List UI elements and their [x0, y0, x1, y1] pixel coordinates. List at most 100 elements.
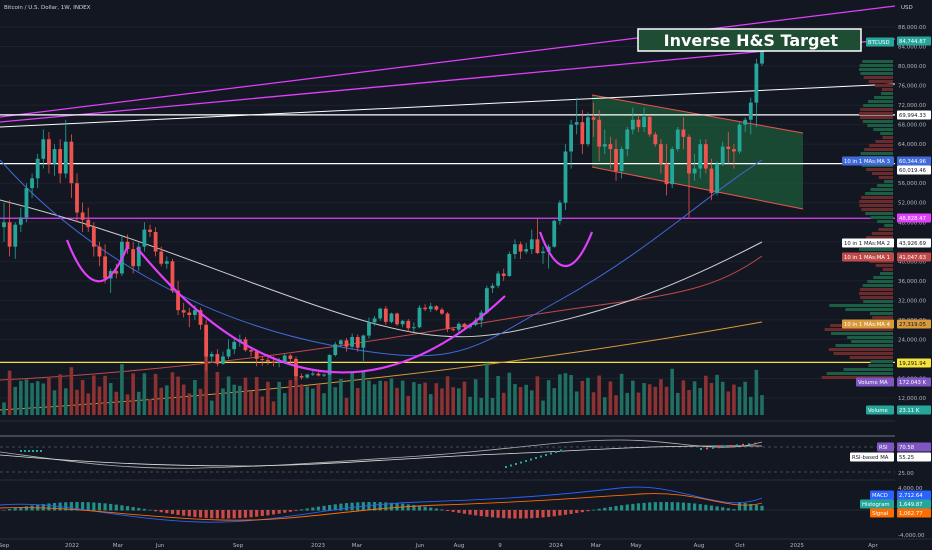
rsi-dot	[28, 450, 30, 452]
candle-body	[299, 376, 304, 378]
volume-bar	[417, 383, 422, 415]
volume-bar	[52, 390, 57, 415]
macd-histogram-bar	[642, 502, 646, 511]
volume-bar	[434, 383, 439, 415]
price-tag-bg	[842, 156, 894, 166]
candle-body	[288, 355, 293, 359]
macd-histogram-bar	[288, 510, 292, 512]
profile-bar	[877, 220, 893, 223]
price-tag-bg	[897, 405, 931, 415]
volume-bar	[754, 369, 759, 415]
price-tick: 72,000.00	[898, 103, 926, 109]
profile-bar	[859, 200, 893, 203]
price-tag-bg	[856, 377, 894, 387]
candle-body	[726, 146, 731, 150]
macd-histogram-bar	[608, 506, 612, 511]
profile-bar	[874, 96, 893, 99]
macd-histogram-bar	[148, 509, 152, 511]
volume-bar	[120, 364, 124, 415]
candle-body	[148, 229, 152, 233]
macd-histogram-bar	[569, 510, 573, 514]
rsi-dot	[560, 449, 562, 452]
candle-body	[294, 358, 298, 377]
time-axis[interactable]: Sep 2022 Mar Jun Sep 2023 Mar Jun Aug 9 2024 Mar May…	[0, 538, 932, 549]
candle-body	[569, 124, 573, 152]
volume-bar	[468, 396, 472, 415]
volume-bar	[704, 375, 708, 415]
profile-bar	[833, 352, 893, 355]
candle-body	[52, 149, 57, 164]
volume-bar	[344, 397, 349, 415]
ma4-line	[0, 321, 763, 411]
price-tag-bg	[897, 213, 931, 223]
candle-body	[630, 119, 635, 130]
candle-body	[535, 239, 540, 254]
volume-bar	[732, 384, 736, 415]
target-box[interactable]	[637, 28, 862, 52]
macd-histogram-bar	[316, 506, 321, 511]
profile-bar	[878, 228, 893, 231]
macd-tick: 4,000.00	[898, 486, 923, 492]
macd-line	[0, 486, 763, 523]
macd-histogram-bar	[159, 510, 163, 513]
target-annotation[interactable]: Inverse H&S Target	[637, 28, 862, 52]
volume-bar	[659, 379, 663, 415]
volume-bar	[238, 385, 242, 415]
rsi-dot	[730, 445, 732, 447]
profile-bar	[859, 116, 893, 119]
price-tag-text: 84,744.87	[899, 39, 926, 45]
price-tag-bg	[897, 252, 931, 262]
macd-histogram-bar	[384, 502, 388, 511]
profile-bar	[859, 64, 893, 67]
volume-bar	[614, 395, 618, 415]
candle-body	[434, 306, 439, 310]
left-shoulder-curve	[65, 239, 130, 283]
volume-bar	[473, 379, 478, 415]
volume-bar	[558, 374, 562, 415]
price-tag-text: 10 in 1 MAs:MA 2	[844, 241, 890, 247]
candle-body	[209, 354, 214, 357]
volume-bar	[625, 392, 630, 415]
macd-histogram-bar	[412, 505, 416, 511]
profile-bar	[881, 88, 893, 91]
volume-bar	[311, 388, 315, 415]
volume-bar	[642, 383, 646, 415]
price-axis[interactable]: 88,000.00 84,000.00 80,000.00 76,000.00 72,0…	[895, 0, 932, 550]
volume-bar	[288, 379, 293, 415]
rsi-dot	[742, 443, 744, 446]
profile-bar	[859, 292, 893, 295]
macd-histogram-bar	[518, 510, 523, 519]
rsi-dot	[712, 446, 714, 449]
profile-bar	[878, 176, 893, 179]
candle-body	[395, 313, 399, 325]
candle-body	[698, 144, 703, 169]
volume-bar	[367, 380, 371, 415]
volume-bar	[524, 384, 528, 415]
candle-body	[557, 202, 562, 221]
candle-body	[715, 163, 719, 193]
macd-histogram-bar	[676, 502, 680, 511]
price-tag-text: 10 in 1 MAs:MA 1	[844, 255, 890, 261]
volume-bar	[675, 392, 680, 415]
macd-histogram-bar	[131, 507, 135, 511]
price-tag-text: Signal	[872, 511, 888, 517]
volume-bar	[181, 384, 186, 415]
candle-body	[142, 229, 147, 247]
macd-histogram-bar	[490, 510, 495, 518]
candle-body	[13, 224, 18, 247]
price-tag-text: 2,712.64	[899, 493, 923, 499]
price-tag-text: 60,019.46	[899, 168, 927, 174]
macd-histogram-bar	[243, 510, 248, 518]
profile-bar	[859, 248, 893, 251]
macd-pane	[0, 479, 895, 523]
volume-bar	[159, 387, 164, 415]
candle-body	[552, 220, 557, 247]
rsi-dot	[550, 452, 552, 455]
profile-bar	[872, 316, 893, 319]
candle-body	[524, 249, 529, 252]
macd-histogram-bar	[547, 510, 551, 517]
candle-body	[282, 355, 287, 362]
channel-lower	[591, 166, 804, 210]
price-tag-text: MACD	[872, 493, 888, 499]
volume-bar	[299, 384, 304, 415]
